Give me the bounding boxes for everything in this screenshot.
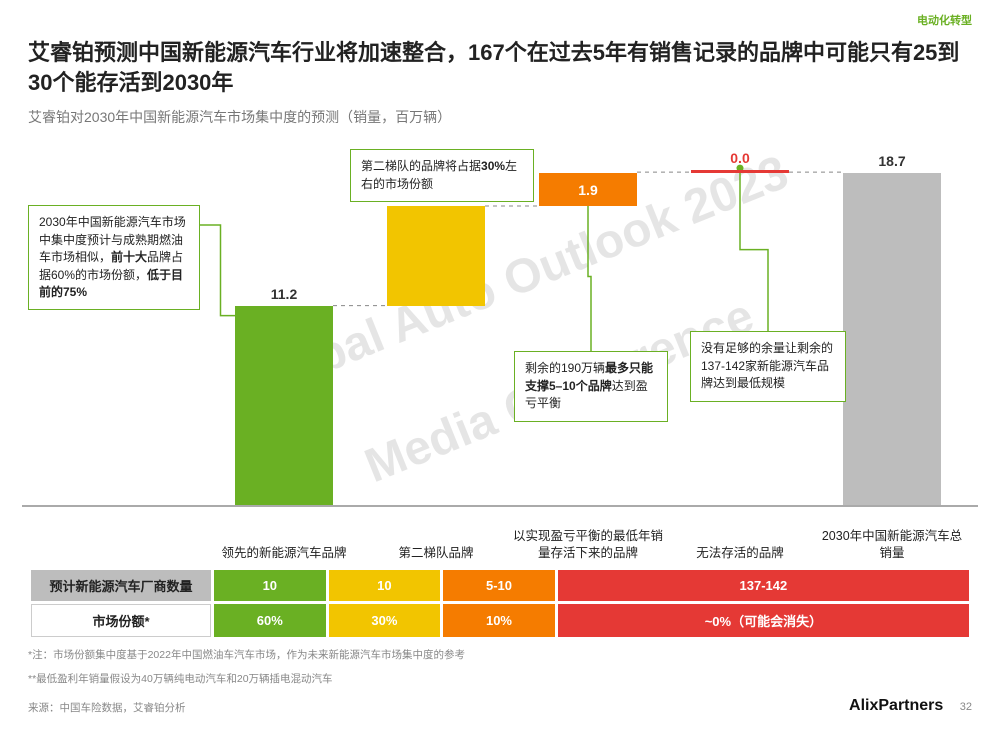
chart-area: Global Auto Outlook 2023 Media Conferenc… (28, 141, 972, 561)
bar-value-label: 18.7 (843, 153, 941, 169)
footnote: **最低盈利年销量假设为40万辆纯电动汽车和20万辆插电混动汽车 (28, 672, 972, 687)
slide-title: 艾睿铂预测中国新能源汽车行业将加速整合，167个在过去5年有销售记录的品牌中可能… (28, 38, 972, 97)
table-cell: 137-142 (558, 570, 969, 601)
category-label: 领先的新能源汽车品牌 (209, 545, 359, 562)
page-number: 32 (960, 701, 972, 713)
table-cell: 5-10 (443, 570, 555, 601)
table-row: 市场份额* 60% 30% 10% ~0%（可能会消失） (31, 604, 969, 637)
callout: 没有足够的余量让剩余的137-142家新能源汽车品牌达到最低规模 (690, 331, 846, 401)
table-cell: 30% (329, 604, 441, 637)
category-label: 无法存活的品牌 (665, 545, 815, 562)
brand-block: AlixPartners 32 (849, 697, 972, 715)
source-text: 来源：中国车险数据，艾睿铂分析 (28, 700, 186, 715)
bar-value-label: 11.2 (235, 286, 333, 302)
brand-logo: AlixPartners (849, 697, 943, 714)
table-cell: 10 (214, 570, 326, 601)
category-label: 2030年中国新能源汽车总销量 (817, 528, 967, 562)
chart-bar (387, 206, 485, 306)
chart-bar (843, 173, 941, 506)
bar-value-label: 1.9 (539, 182, 637, 198)
footer: 来源：中国车险数据，艾睿铂分析 AlixPartners 32 (28, 697, 972, 715)
waterfall-chart: 11.25.61.90.018.7领先的新能源汽车品牌第二梯队品牌以实现盈亏平衡… (28, 141, 972, 561)
category-label: 第二梯队品牌 (361, 545, 511, 562)
row-header-count: 预计新能源汽车厂商数量 (31, 570, 211, 601)
category-label: 以实现盈亏平衡的最低年销量存活下来的品牌 (513, 528, 663, 562)
table-cell: 10% (443, 604, 555, 637)
summary-table: 预计新能源汽车厂商数量 10 10 5-10 137-142 市场份额* 60%… (28, 567, 972, 640)
table-row: 预计新能源汽车厂商数量 10 10 5-10 137-142 (31, 570, 969, 601)
table-cell: 10 (329, 570, 441, 601)
section-tag: 电动化转型 (917, 12, 972, 28)
callout: 第二梯队的品牌将占据30%左右的市场份额 (350, 149, 534, 202)
slide: 电动化转型 艾睿铂预测中国新能源汽车行业将加速整合，167个在过去5年有销售记录… (0, 0, 1000, 739)
bar-value-label: 0.0 (691, 150, 789, 166)
table-cell: 60% (214, 604, 326, 637)
footnote: *注：市场份额集中度基于2022年中国燃油车汽车市场，作为未来新能源汽车市场集中… (28, 648, 972, 663)
row-header-share: 市场份额* (31, 604, 211, 637)
chart-bar (235, 306, 333, 505)
callout: 2030年中国新能源汽车市场中集中度预计与成熟期燃油车市场相似，前十大品牌占据6… (28, 205, 200, 310)
chart-bar (691, 170, 789, 173)
callout: 剩余的190万辆最多只能支撑5–10个品牌达到盈亏平衡 (514, 351, 668, 421)
slide-subtitle: 艾睿铂对2030年中国新能源汽车市场集中度的预测（销量，百万辆） (28, 107, 972, 127)
table-cell: ~0%（可能会消失） (558, 604, 969, 637)
